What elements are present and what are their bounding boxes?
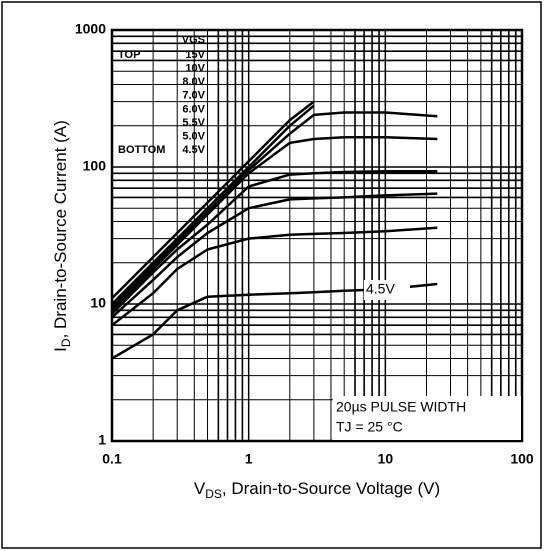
- legend-label: 15V: [185, 49, 205, 61]
- legend-label: 4.5V: [182, 144, 205, 156]
- x-axis-label: VDS, Drain-to-Source Voltage (V): [194, 479, 440, 501]
- legend-label: 5.5V: [182, 117, 205, 129]
- y-tick-label: 100: [83, 158, 107, 174]
- conditions-bg: [333, 396, 521, 440]
- curve: [111, 104, 315, 305]
- legend-bottom-label: BOTTOM: [118, 144, 165, 156]
- curve: [111, 111, 438, 308]
- curve: [111, 170, 438, 315]
- legend-label: 5.0V: [182, 131, 205, 143]
- y-tick-label: 1000: [75, 21, 106, 37]
- y-axis-label: ID, Drain-to-Source Current (A): [51, 120, 73, 352]
- curve-annotation: 4.5V: [366, 281, 395, 297]
- y-tick-label: 1: [98, 432, 106, 448]
- x-tick-label: 100: [510, 451, 534, 467]
- x-tick-label: 1: [245, 451, 253, 467]
- condition-text: 20µs PULSE WIDTH: [336, 399, 466, 415]
- x-tick-label: 0.1: [102, 451, 122, 467]
- plot-frame: [110, 28, 524, 443]
- x-axis-subscript: DS: [205, 487, 222, 501]
- condition-text: TJ = 25 °C: [336, 419, 403, 435]
- y-axis-text: , Drain-to-Source Current (A): [51, 120, 70, 338]
- y-tick-label: 10: [90, 295, 106, 311]
- y-axis-symbol: I: [51, 347, 70, 352]
- legend-label: 6.0V: [182, 103, 205, 115]
- x-axis-text: , Drain-to-Source Voltage (V): [222, 479, 440, 498]
- curve: [111, 135, 438, 312]
- legend-label: 7.0V: [182, 90, 205, 102]
- y-axis-subscript: D: [59, 338, 73, 347]
- grid: [111, 29, 523, 442]
- legend-label: 10V: [185, 63, 205, 75]
- curve: [111, 100, 315, 300]
- curve: [111, 192, 438, 319]
- legend-title: VGS: [182, 34, 205, 46]
- legend-label: 8.0V: [182, 76, 205, 88]
- x-tick-label: 10: [378, 451, 394, 467]
- legend-top-label: TOP: [118, 49, 140, 61]
- curve: [111, 226, 438, 327]
- annotation-bg: [364, 280, 410, 300]
- curves: [111, 100, 438, 360]
- x-axis-symbol: V: [194, 479, 206, 498]
